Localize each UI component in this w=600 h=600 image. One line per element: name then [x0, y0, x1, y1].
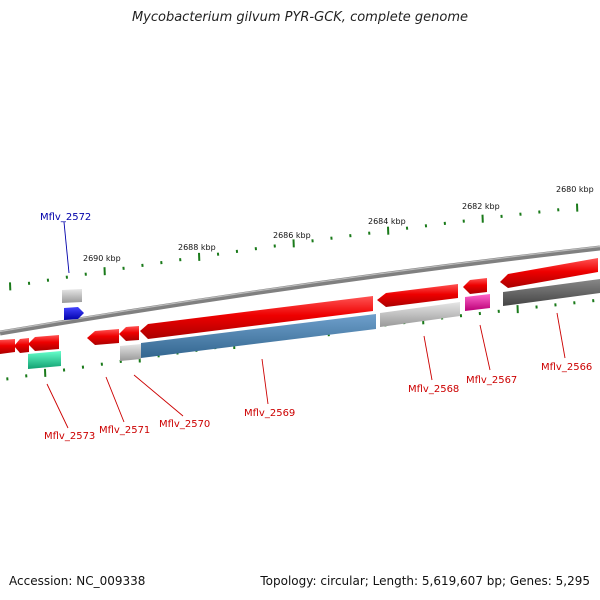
- scale-label-2688: 2688 kbp: [178, 243, 216, 252]
- scale-label-2680: 2680 kbp: [556, 185, 594, 194]
- gene-feature-b: [14, 338, 29, 353]
- gene-feature-dark: [503, 279, 600, 306]
- gene-label-mflv-2573: Mflv_2573: [44, 431, 95, 442]
- gene-feature-grey-2570: [120, 344, 141, 361]
- gene-feature-c: [0, 339, 15, 354]
- gene-feature-a: [28, 335, 59, 351]
- gene-feature-grey-2568: [380, 302, 460, 327]
- gene-feature-mflv-2570: [119, 326, 139, 341]
- scale-ticks: [6, 203, 595, 381]
- gene-label-mflv-2566: Mflv_2566: [541, 362, 592, 373]
- label-leader-lines: [46, 221, 566, 429]
- gene-label-mflv-2570: Mflv_2570: [159, 419, 210, 430]
- scale-label-2686: 2686 kbp: [273, 231, 311, 240]
- gene-label-mflv-2567: Mflv_2567: [466, 375, 517, 386]
- gene-feature-mflv-2569: [140, 296, 373, 339]
- gene-feature-mflv-2566: [500, 258, 598, 288]
- gene-feature-steelblue: [141, 314, 376, 358]
- gene-label-mflv-2568: Mflv_2568: [408, 384, 459, 395]
- gene-label-mflv-2571: Mflv_2571: [99, 425, 150, 436]
- gene-feature-magenta: [465, 294, 490, 311]
- map-title: Mycobacterium gilvum PYR-GCK, complete g…: [131, 10, 469, 25]
- genome-summary-text: Topology: circular; Length: 5,619,607 bp…: [260, 574, 590, 588]
- scale-label-2684: 2684 kbp: [368, 217, 406, 226]
- gene-label-mflv-2569: Mflv_2569: [244, 408, 295, 419]
- gene-feature-mflv-2571: [87, 329, 119, 345]
- scale-label-2690: 2690 kbp: [83, 254, 121, 263]
- scale-label-2682: 2682 kbp: [462, 202, 500, 211]
- gene-feature-mflv-2567: [463, 278, 487, 294]
- genome-backbone: [0, 245, 600, 336]
- gene-feature-grey-2572: [62, 289, 82, 303]
- accession-text: Accession: NC_009338: [9, 574, 146, 588]
- gene-label-mflv-2572: Mflv_2572: [40, 212, 91, 223]
- gene-feature-mflv-2568: [377, 284, 458, 307]
- gene-feature-teal: [28, 351, 61, 369]
- gene-feature-blue-2572: [64, 307, 84, 320]
